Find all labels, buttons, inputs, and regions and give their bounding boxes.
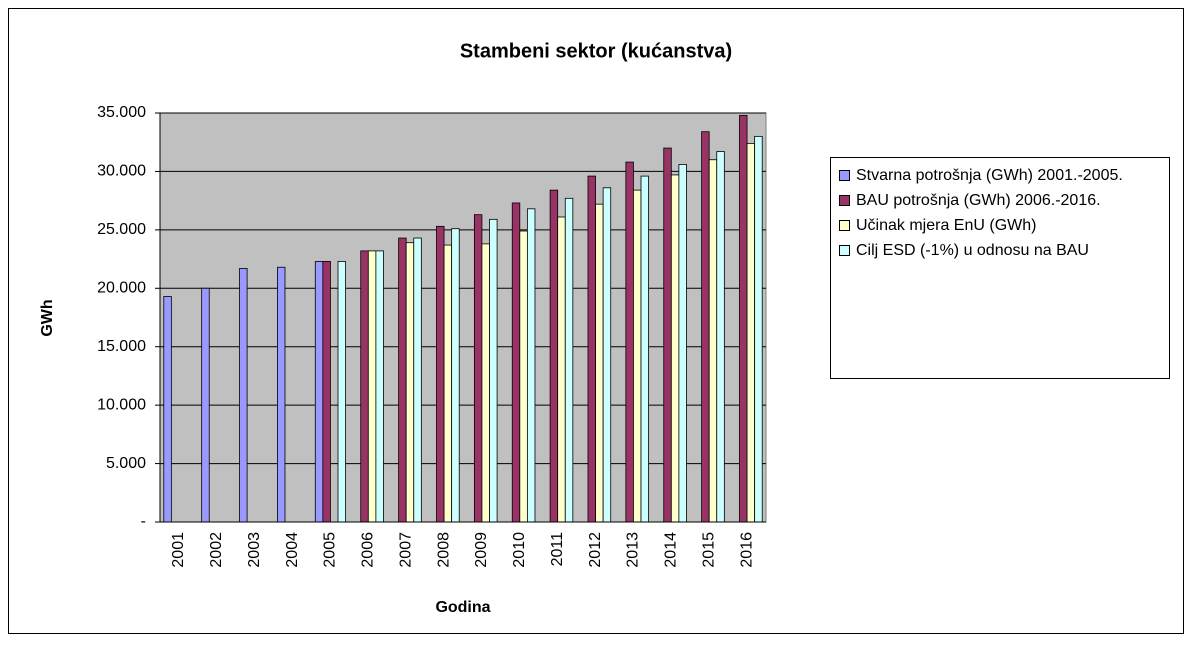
bar (201, 287, 210, 523)
legend-label: Cilj ESD (-1%) u odnosu na BAU (856, 242, 1089, 259)
bar (481, 243, 490, 523)
y-tick-label: 30.000 (97, 163, 146, 180)
x-tick-label: 2001 (170, 532, 187, 568)
bar (701, 131, 710, 523)
chart-title: Stambeni sektor (kućanstva) (460, 40, 732, 62)
bar (557, 216, 566, 523)
bar (413, 237, 422, 523)
bar (398, 237, 407, 523)
y-tick-label: 5.000 (106, 455, 146, 472)
bar (367, 250, 377, 523)
legend: Stvarna potrošnja (GWh) 2001.-2005. BAU p… (830, 157, 1170, 379)
bar (549, 189, 559, 523)
bar (443, 244, 453, 523)
bar (670, 174, 680, 523)
y-tick-label: - (141, 513, 146, 530)
bar (322, 261, 331, 523)
x-tick-label: 2012 (587, 532, 604, 568)
legend-label: BAU potrošnja (GWh) 2006.-2016. (856, 192, 1101, 209)
bar (708, 159, 718, 523)
bar (489, 218, 498, 523)
bar (633, 189, 642, 523)
y-tick-label: 20.000 (97, 280, 146, 297)
bar (519, 230, 528, 523)
x-tick-label: 2010 (511, 532, 528, 568)
bar (239, 268, 248, 523)
bar (595, 203, 604, 523)
x-tick-label: 2013 (625, 532, 642, 568)
bar (314, 261, 324, 523)
legend-label: Stvarna potrošnja (GWh) 2001.-2005. (856, 167, 1123, 184)
bar (337, 261, 346, 523)
x-tick-label: 2002 (208, 532, 225, 568)
y-tick-label: 25.000 (97, 221, 146, 238)
x-tick-label: 2016 (738, 532, 755, 568)
x-tick-label: 2015 (700, 532, 717, 568)
x-axis-label: Godina (435, 599, 490, 616)
bar (754, 135, 763, 523)
legend-swatch (839, 170, 850, 181)
x-tick-label: 2007 (397, 532, 414, 568)
x-tick-label: 2006 (360, 532, 377, 568)
legend-item: Učinak mjera EnU (GWh) (839, 216, 1161, 235)
bar (739, 114, 748, 523)
legend-item: BAU potrošnja (GWh) 2006.-2016. (839, 191, 1161, 210)
y-tick-label: 35.000 (97, 104, 146, 121)
bar (360, 250, 369, 523)
legend-item: Cilj ESD (-1%) u odnosu na BAU (839, 241, 1161, 260)
legend-swatch (839, 245, 850, 256)
bar (405, 242, 415, 523)
bar (602, 187, 612, 523)
bar (564, 197, 574, 523)
bar (746, 142, 756, 523)
x-tick-label: 2011 (549, 532, 566, 567)
legend-item: Stvarna potrošnja (GWh) 2001.-2005. (839, 166, 1161, 185)
y-tick-label: 15.000 (97, 338, 146, 355)
x-tick-label: 2005 (322, 532, 339, 568)
x-tick-label: 2009 (473, 532, 490, 568)
bar (640, 175, 649, 523)
bar (511, 202, 521, 523)
x-tick-label: 2003 (246, 532, 263, 568)
bar (678, 164, 687, 523)
bar (451, 228, 460, 523)
bar (436, 225, 445, 523)
legend-label: Učinak mjera EnU (GWh) (856, 217, 1037, 234)
bar (163, 296, 172, 523)
y-axis-label: GWh (39, 299, 56, 336)
bar (587, 175, 596, 523)
legend-swatch (839, 195, 850, 206)
bar (277, 266, 286, 523)
x-tick-label: 2014 (663, 532, 680, 568)
legend-swatch (839, 220, 850, 231)
x-tick-label: 2008 (435, 532, 452, 568)
x-tick-label: 2004 (284, 532, 301, 568)
bar (663, 147, 672, 523)
bar (625, 161, 634, 523)
bar (473, 214, 483, 523)
bar (716, 151, 725, 523)
bar (526, 208, 536, 523)
y-tick-label: 10.000 (97, 396, 146, 413)
bar (375, 250, 384, 523)
